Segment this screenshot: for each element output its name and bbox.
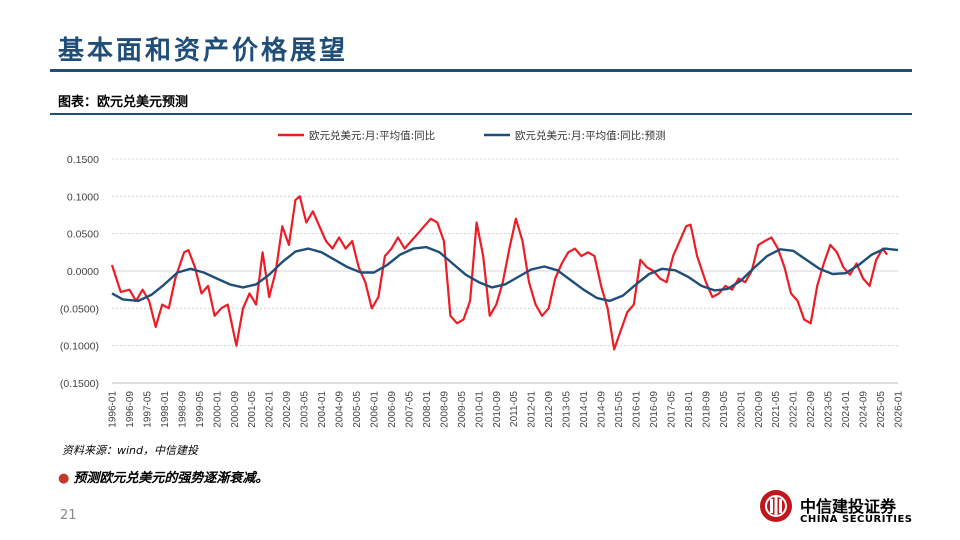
x-tick-label: 2011-05 [509,391,520,427]
x-tick-label: 2006-09 [387,391,398,428]
page-number: 21 [60,508,77,523]
china-securities-logo-icon [760,490,792,522]
x-tick-label: 2010-09 [492,391,503,428]
x-tick-label: 2009-05 [457,391,468,428]
x-tick-label: 2000-09 [230,391,241,428]
x-tick-label: 2008-09 [439,391,450,428]
x-tick-label: 2014-09 [597,391,608,428]
x-tick-label: 2020-01 [736,391,747,428]
x-tick-label: 2026-01 [894,391,905,428]
x-tick-label: 2004-09 [335,391,346,428]
x-tick-label: 2002-09 [282,391,293,428]
x-tick-label: 2005-05 [352,391,363,428]
series-line-2 [111,245,899,303]
x-tick-label: 2004-01 [317,391,328,428]
x-tick-label: 2003-05 [300,391,311,428]
x-tick-label: 2012-01 [527,391,538,428]
y-tick-label: 0.1000 [67,191,99,203]
series-line-1 [110,195,888,351]
legend-label-1: 欧元兑美元:月:平均值:同比 [309,129,435,142]
y-tick-label: (0.1000) [60,341,99,353]
x-tick-label: 2010-01 [474,391,485,428]
chart-series [110,195,899,351]
x-tick-label: 1997-05 [142,391,153,428]
x-tick-label: 2006-01 [370,391,381,428]
y-tick-label: (0.0500) [60,303,99,315]
x-tick-label: 2015-05 [614,391,625,428]
x-tick-label: 2020-09 [754,391,765,428]
x-tick-label: 2016-01 [632,391,643,428]
page-title: 基本面和资产价格展望 [58,36,349,66]
x-tick-label: 2018-01 [684,391,695,428]
x-tick-label: 2017-05 [666,391,677,428]
bullet-dot-icon: ● [58,471,70,486]
x-tick-label: 2022-09 [806,391,817,428]
x-tick-label: 2001-05 [247,391,258,428]
x-tick-label: 2025-05 [876,391,887,428]
key-takeaway-text: 预测欧元兑美元的强势逐渐衰减。 [73,471,269,486]
x-tick-label: 2007-05 [404,391,415,428]
x-tick-label: 2018-09 [701,391,712,428]
chart-legend: 欧元兑美元:月:平均值:同比 欧元兑美元:月:平均值:同比:预测 [278,129,666,142]
chart-grid [112,158,898,384]
legend-label-2: 欧元兑美元:月:平均值:同比:预测 [515,129,666,142]
y-tick-label: 0.0500 [67,229,99,241]
y-tick-label: 0.1500 [67,154,99,166]
x-tick-label: 1999-05 [195,391,206,428]
y-tick-label: 0.0000 [67,266,99,278]
title-divider [50,69,912,72]
logo-text-en: CHINA SECURITIES [800,514,913,525]
x-tick-label: 2013-05 [562,391,573,428]
x-tick-label: 2024-09 [859,391,870,428]
x-tick-label: 2021-05 [771,391,782,428]
key-takeaway: ● 预测欧元兑美元的强势逐渐衰减。 [58,467,268,486]
y-tick-label: (0.1500) [60,378,99,390]
x-tick-label: 2008-01 [422,391,433,428]
x-tick-label: 1996-09 [125,391,136,428]
logo-text-cn: 中信建投证券 [800,497,897,516]
x-axis-ticks: 1996-01 1996-09 1997-05 1998-01 1998-09 1999-… [108,391,905,428]
x-tick-label: 1998-09 [177,391,188,428]
x-tick-label: 1996-01 [108,391,119,428]
x-tick-label: 1998-01 [160,391,171,428]
x-tick-label: 2019-05 [719,391,730,428]
caption-divider [50,113,912,115]
x-tick-label: 2016-09 [649,391,660,428]
x-tick-label: 2014-01 [579,391,590,428]
y-axis-ticks: 0.1500 0.1000 0.0500 0.0000 (0.0500) (0.1000)… [60,154,99,390]
x-tick-label: 2002-01 [265,391,276,428]
source-note: 资料来源：wind，中信建投 [62,444,199,457]
x-tick-label: 2012-09 [544,391,555,428]
x-tick-label: 2022-01 [789,391,800,428]
x-tick-label: 2024-01 [841,391,852,428]
x-tick-label: 2000-01 [212,391,223,428]
x-tick-label: 2023-05 [824,391,835,428]
chart-caption: 图表：欧元兑美元预测 [58,95,189,110]
line-chart: 欧元兑美元:月:平均值:同比 欧元兑美元:月:平均值:同比:预测 0.15000.… [60,129,905,428]
